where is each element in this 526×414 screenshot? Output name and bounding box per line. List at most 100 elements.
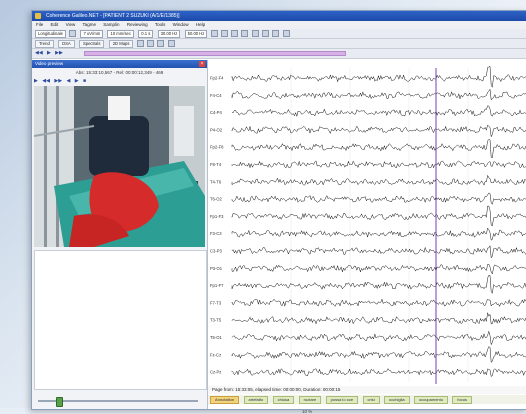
zoom-icon[interactable]	[146, 40, 154, 48]
eeg-trace	[231, 330, 526, 346]
montage-select[interactable]: Longitudinale	[35, 29, 66, 38]
menu-bar: File Edit View Tagme Samplin Reviewing T…	[32, 21, 526, 29]
channel-label: T6-O2	[210, 197, 223, 202]
channel-label: Fp1-F7	[210, 283, 224, 288]
eeg-trace	[231, 174, 526, 186]
event-buttons-bar: Annotation artefatto chiusa ruotare poss…	[208, 395, 526, 404]
settings-toolbar: Longitudinale 7 uV/mm 10 mm/sec 0.1 s 30…	[32, 29, 526, 39]
tool-icon-8[interactable]	[282, 30, 290, 38]
navigation-toolbar: ◀◀ ▶ ▶▶	[32, 49, 526, 59]
video-step-forward-icon[interactable]: ▶	[74, 78, 79, 84]
menu-file[interactable]: File	[36, 22, 44, 27]
menu-tagme[interactable]: Tagme	[82, 22, 97, 27]
tool-icon-1[interactable]	[210, 30, 218, 38]
play-icon[interactable]: ▶	[46, 50, 51, 57]
scroll-label: 10 %	[302, 409, 313, 414]
marker-icon[interactable]	[136, 40, 144, 48]
page-status: Page from: 15:33:05, elapsed time: 00:00…	[208, 386, 526, 394]
tool-icon-7[interactable]	[272, 30, 280, 38]
eeg-trace-area[interactable]: Fp2-F4 F4-C4 C4-P4 P4-O2 Fp2-F8 F8-T4 T4-T6 T6-…	[208, 60, 526, 385]
eeg-trace	[231, 66, 526, 88]
eeg-trace	[231, 263, 526, 275]
video-panel-title: Video preview	[35, 61, 64, 66]
channel-label: P4-O2	[210, 127, 223, 132]
channel-label: C3-P3	[210, 249, 223, 254]
sensitivity-select[interactable]: 7 uV/mm	[80, 29, 104, 38]
event-button-occupamento[interactable]: occupamento	[413, 396, 448, 404]
channel-label: Fp1-F3	[210, 214, 224, 219]
event-button-artefatto[interactable]: artefatto	[243, 396, 269, 404]
eeg-trace	[231, 227, 526, 241]
tool-icon-3[interactable]	[231, 30, 239, 38]
eeg-trace	[231, 368, 526, 377]
2d-maps-button[interactable]: 2D Maps	[108, 39, 134, 48]
menu-reviewing[interactable]: Reviewing	[126, 22, 148, 27]
channel-label: F7-T3	[210, 300, 222, 305]
video-icon[interactable]	[157, 40, 165, 48]
video-timestamp: Abs: 15:33:10,567 - Rel: 00:00:12,349 - …	[75, 70, 164, 75]
channel-label: Cz-Pz	[210, 370, 221, 375]
video-rewind-icon[interactable]: ◀◀	[42, 78, 50, 84]
video-controls: ▶ ◀◀ ▶▶ ◀ ▶ ■	[34, 77, 204, 85]
event-button-focus[interactable]: focus	[452, 396, 472, 404]
eeg-trace	[231, 298, 526, 308]
trend-button[interactable]: Trend	[35, 39, 54, 48]
channel-label: T3-T5	[210, 318, 222, 323]
menu-samplin[interactable]: Samplin	[103, 22, 120, 27]
channel-label: F4-C4	[210, 93, 222, 98]
rewind-icon[interactable]: ◀◀	[35, 50, 43, 57]
eeg-trace	[231, 205, 526, 227]
title-bar[interactable]: Coherence Galileo.NET - [PATIENT 2 SUZUK…	[32, 11, 526, 21]
tool-icon-2[interactable]	[220, 30, 228, 38]
menu-view[interactable]: View	[65, 22, 76, 27]
menu-edit[interactable]: Edit	[50, 22, 59, 27]
video-stop-icon[interactable]: ■	[82, 78, 86, 84]
dsa-button[interactable]: DSA	[58, 39, 75, 48]
eeg-trace	[231, 244, 526, 259]
print-icon[interactable]	[167, 40, 175, 48]
video-preview-panel: Video preview × Abs: 15:33:10,567 - Rel:…	[32, 60, 208, 409]
menu-tools[interactable]: Tools	[154, 22, 166, 27]
video-step-back-icon[interactable]: ◀	[66, 78, 71, 84]
hf-select[interactable]: 30.00 Hz	[157, 29, 181, 38]
timeline-slider[interactable]	[84, 51, 347, 57]
speed-select[interactable]: 10 mm/sec	[107, 29, 134, 38]
menu-window[interactable]: Window	[172, 22, 189, 27]
event-button-possa[interactable]: possa lo oce	[325, 396, 359, 404]
video-seek-knob[interactable]	[56, 397, 63, 407]
notch-select[interactable]: 50.00 Hz	[184, 29, 208, 38]
channel-label: F3-C3	[210, 231, 222, 236]
channel-label: T4-T6	[210, 179, 222, 184]
eeg-trace	[231, 139, 526, 159]
tool-icon-6[interactable]	[261, 30, 269, 38]
spectrals-button[interactable]: Spectrals	[78, 39, 105, 48]
event-button-chiusa[interactable]: chiusa	[272, 396, 295, 404]
channel-label: Fz-Cz	[210, 352, 221, 357]
eeg-trace	[231, 312, 526, 325]
analysis-toolbar: Trend DSA Spectrals 2D Maps	[32, 39, 526, 49]
event-button-occhiglia[interactable]: occhiglia	[384, 396, 410, 404]
eeg-trace	[231, 124, 526, 138]
menu-help[interactable]: Help	[195, 22, 206, 27]
tool-icon-4[interactable]	[241, 30, 249, 38]
channel-label: Fp2-F8	[210, 145, 224, 150]
close-icon[interactable]: ×	[199, 61, 205, 67]
event-button-annotation[interactable]: Annotation	[210, 396, 240, 404]
eeg-trace	[231, 88, 526, 101]
montage-edit-icon[interactable]	[69, 30, 77, 38]
patient-video-frame	[34, 86, 205, 247]
video-play-icon[interactable]: ▶	[34, 78, 38, 84]
event-button-ruotare[interactable]: ruotare	[298, 396, 322, 404]
event-button-crisi[interactable]: crisi	[362, 396, 380, 404]
tool-icon-5[interactable]	[251, 30, 259, 38]
patient-video-image	[34, 86, 205, 247]
video-forward-icon[interactable]: ▶▶	[54, 78, 63, 84]
channel-label: T5-O1	[210, 335, 223, 340]
tc-select[interactable]: 0.1 s	[138, 29, 154, 38]
forward-icon[interactable]: ▶▶	[55, 50, 63, 57]
video-seek-track[interactable]	[38, 400, 198, 402]
window-title: Coherence Galileo.NET - [PATIENT 2 SUZUK…	[46, 13, 180, 19]
eeg-trace	[231, 192, 526, 205]
eeg-trace	[231, 346, 526, 363]
video-panel-header: Video preview ×	[32, 60, 207, 68]
